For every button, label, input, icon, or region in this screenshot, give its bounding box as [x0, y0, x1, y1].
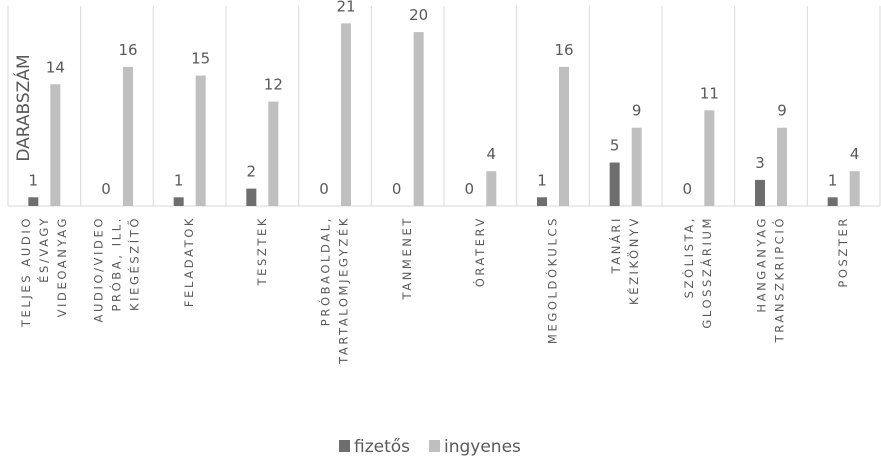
category-label: KÉZIKÖNYV: [625, 216, 641, 305]
bar-fizetos: [246, 188, 257, 206]
bar-ingyenes: [559, 66, 569, 206]
data-label: 1: [29, 171, 39, 189]
category-label: TARTALOMJEGYZÉK: [336, 216, 351, 365]
bar-ingyenes: [849, 171, 860, 206]
data-label: 3: [755, 154, 765, 172]
data-label: 14: [46, 58, 65, 76]
data-label: 21: [336, 0, 355, 15]
category-label: AUDIO/VIDEO: [92, 216, 106, 323]
data-label: 0: [101, 180, 111, 198]
category-label: TANMENET: [400, 216, 414, 300]
bar-fizetos: [28, 197, 39, 206]
category-label: POSZTER: [836, 216, 850, 288]
bar-ingyenes: [486, 171, 497, 206]
bar-ingyenes: [195, 75, 206, 206]
data-label: 2: [247, 163, 257, 181]
category-labels: TELJES AUDIO ÉS/VAGY VIDEOANYAG AUDIO/VIDEO…: [19, 216, 850, 365]
legend-label: ingyenes: [444, 437, 521, 457]
category-label: TANÁRI: [608, 216, 623, 274]
data-label: 16: [118, 41, 137, 59]
category-label: MEGOLDÓKULCS: [545, 216, 560, 344]
category-label: PRÓBA, ILL.: [109, 216, 124, 312]
category-label: TELJES AUDIO: [19, 216, 33, 328]
data-label: 0: [392, 180, 402, 198]
data-label: 9: [632, 102, 642, 120]
category-label: ÉS/VAGY: [36, 216, 51, 283]
bar-fizetos: [755, 179, 765, 206]
data-label: 0: [319, 180, 329, 198]
data-label: 0: [683, 180, 693, 198]
bar-ingyenes: [268, 101, 279, 206]
category-label: VIDEOANYAG: [55, 216, 69, 317]
data-label: 20: [409, 6, 428, 24]
bar-ingyenes: [413, 32, 424, 206]
bar-ingyenes: [631, 127, 642, 206]
legend: fizetős ingyenes: [339, 437, 521, 457]
bar-fizetos: [827, 197, 838, 206]
bar-ingyenes: [777, 127, 787, 206]
category-label: PRÓBAOLDAL,: [318, 216, 333, 326]
bars: [28, 23, 860, 207]
legend-label: fizetős: [354, 437, 410, 457]
legend-swatch: [339, 440, 350, 452]
bar-ingyenes: [123, 66, 133, 206]
data-label: 5: [610, 137, 620, 155]
data-label: 4: [850, 145, 860, 163]
category-label: TESZTEK: [255, 216, 269, 287]
data-label: 0: [465, 180, 475, 198]
category-label: HANGANYAG: [755, 216, 769, 313]
data-label: 11: [700, 84, 719, 102]
bar-ingyenes: [704, 110, 715, 206]
category-label: GLOSSZÁRIUM: [699, 216, 714, 329]
category-label: KIEGÉSZÍTŐ: [127, 216, 142, 311]
category-label: TRANSZKRIPCIÓ: [772, 216, 787, 343]
data-label: 12: [264, 76, 283, 94]
data-label: 1: [828, 171, 838, 189]
category-label: ÓRATERV: [472, 216, 487, 287]
category-label: FELADATOK: [182, 216, 196, 307]
data-label: 1: [174, 171, 184, 189]
bar-ingyenes: [341, 23, 351, 207]
category-separators: [7, 6, 881, 206]
data-label: 16: [554, 41, 573, 59]
y-axis-label: DARABSZÁM: [12, 54, 34, 161]
bar-ingyenes: [50, 84, 61, 206]
bar-fizetos: [173, 197, 184, 206]
data-label: 4: [487, 145, 497, 163]
category-label: SZÓLISTA,: [681, 216, 696, 298]
bar-fizetos: [609, 162, 620, 206]
legend-swatch: [429, 440, 440, 452]
data-label: 9: [777, 102, 787, 120]
bar-fizetos: [537, 197, 547, 206]
data-label: 15: [191, 50, 210, 68]
data-label: 1: [537, 171, 547, 189]
